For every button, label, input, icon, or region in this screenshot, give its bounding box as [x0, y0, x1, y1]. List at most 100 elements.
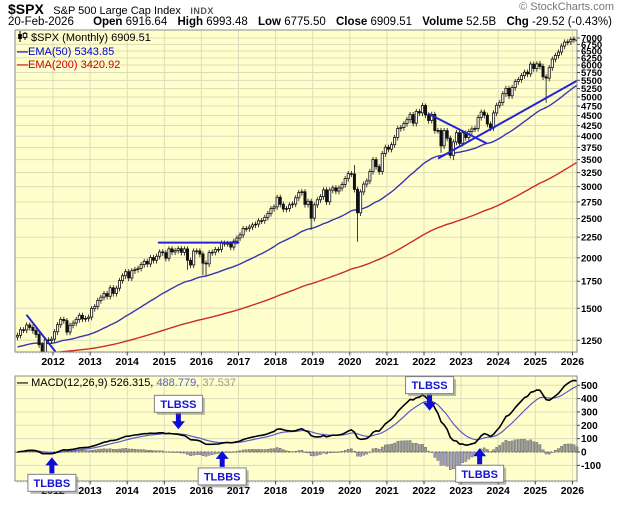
svg-text:1500: 1500 — [581, 304, 602, 315]
svg-text:3750: 3750 — [581, 143, 602, 154]
svg-text:2015: 2015 — [153, 485, 177, 497]
svg-text:2016: 2016 — [190, 356, 214, 368]
trendline-annotations — [26, 79, 577, 352]
svg-text:2000: 2000 — [581, 253, 602, 264]
svg-text:2020: 2020 — [338, 356, 362, 368]
svg-text:3250: 3250 — [581, 168, 602, 179]
svg-text:6500: 6500 — [581, 47, 602, 58]
macd-hist-value: 37.537 — [202, 377, 236, 389]
tlbss-arrow-down-icon — [423, 394, 437, 411]
tlbss-annotation-box[interactable] — [405, 376, 455, 395]
chart-header: © StockCharts.com $SPX S&P 500 Large Cap… — [8, 1, 614, 17]
symbol-ticker: $SPX — [8, 1, 44, 17]
chg-down-triangle-icon[interactable]: ▼ — [618, 17, 620, 26]
svg-text:2013: 2013 — [78, 356, 102, 368]
macd-signal-value: 488.779, — [156, 377, 200, 389]
svg-text:1750: 1750 — [581, 277, 602, 288]
svg-text:TLBSS: TLBSS — [412, 380, 448, 392]
low-value: 6775.50 — [284, 16, 326, 28]
svg-text:4750: 4750 — [581, 102, 602, 113]
svg-text:5750: 5750 — [581, 68, 602, 79]
macd-signal-annotations: TLBBS TLBSS TLBBS TLBSS TLBBS — [27, 376, 507, 494]
low-label: Low — [257, 16, 281, 28]
svg-text:6250: 6250 — [581, 53, 602, 64]
high-label: High — [177, 16, 203, 28]
macd-panel — [15, 376, 577, 481]
svg-text:500: 500 — [581, 381, 598, 392]
svg-text:2012: 2012 — [41, 356, 65, 368]
tlbss-annotation-box[interactable] — [153, 394, 203, 413]
svg-text:2022: 2022 — [412, 485, 436, 497]
macd-signal-line — [17, 385, 578, 454]
svg-text:2022: 2022 — [412, 356, 436, 368]
stockcharts-credit: © StockCharts.com — [519, 1, 614, 13]
svg-text:100: 100 — [581, 434, 598, 445]
trendline[interactable] — [437, 79, 577, 160]
index-name: S&P 500 Large Cap Index — [53, 5, 181, 17]
svg-text:2015: 2015 — [153, 356, 177, 368]
svg-text:TLBBS: TLBBS — [461, 469, 498, 481]
svg-text:2750: 2750 — [581, 197, 602, 208]
exchange-label: INDX — [190, 6, 214, 16]
volume-label: Volume — [422, 16, 463, 28]
svg-text:300: 300 — [581, 407, 598, 418]
svg-text:2023: 2023 — [449, 356, 473, 368]
macd-legend: — MACD(12,26,9) 526.315, 488.779, 37.537 — [17, 377, 236, 389]
trendline[interactable] — [26, 314, 57, 352]
svg-text:2021: 2021 — [375, 485, 399, 497]
close-label: Close — [335, 16, 368, 28]
legend-ema50-text: EMA(50) 5343.85 — [28, 46, 115, 58]
svg-text:2021: 2021 — [375, 356, 399, 368]
svg-text:2016: 2016 — [190, 485, 214, 497]
tlbbs-annotation-box[interactable] — [197, 467, 247, 486]
legend-symbol-row: $SPX (Monthly) 6909.51 — [17, 31, 151, 46]
candlestick-icon — [17, 31, 28, 46]
macd-name: MACD(12,26,9) — [31, 377, 108, 389]
close-value: 6909.51 — [370, 16, 413, 28]
svg-text:3000: 3000 — [581, 182, 602, 193]
svg-text:2017: 2017 — [227, 356, 251, 368]
svg-text:200: 200 — [581, 421, 598, 432]
svg-text:4000: 4000 — [581, 132, 602, 143]
svg-text:TLBBS: TLBBS — [204, 471, 241, 483]
svg-text:2023: 2023 — [449, 485, 473, 497]
svg-text:2500: 2500 — [581, 214, 602, 225]
svg-text:2024: 2024 — [487, 485, 511, 497]
svg-text:6000: 6000 — [581, 61, 602, 72]
svg-text:TLBSS: TLBSS — [160, 399, 196, 411]
svg-text:2024: 2024 — [487, 356, 511, 368]
price-plot-area — [15, 36, 577, 352]
svg-text:5000: 5000 — [581, 93, 602, 104]
tlbbs-annotation-box[interactable] — [27, 473, 77, 492]
macd-value: 526.315, — [110, 377, 154, 389]
open-label: Open — [93, 16, 123, 28]
tlbbs-arrow-up-icon — [473, 448, 487, 465]
svg-text:2018: 2018 — [264, 485, 288, 497]
legend-ema200-text: EMA(200) 3420.92 — [28, 59, 121, 71]
svg-text:2019: 2019 — [301, 356, 325, 368]
tlbbs-annotation-box[interactable] — [455, 464, 505, 483]
svg-text:2250: 2250 — [581, 233, 602, 244]
svg-text:2014: 2014 — [116, 356, 140, 368]
svg-text:-100: -100 — [581, 461, 601, 472]
svg-text:400: 400 — [581, 394, 598, 405]
svg-text:4500: 4500 — [581, 111, 602, 122]
tlbss-arrow-down-icon — [171, 413, 185, 430]
svg-text:2025: 2025 — [524, 356, 548, 368]
macd-histogram — [16, 439, 579, 470]
high-value: 6993.48 — [206, 16, 248, 28]
macd-line — [17, 379, 578, 455]
chg-label: Chg — [506, 16, 529, 28]
volume-value: 52.5B — [466, 16, 497, 28]
svg-text:1250: 1250 — [581, 336, 602, 347]
svg-text:6750: 6750 — [581, 40, 602, 51]
svg-text:2014: 2014 — [116, 485, 140, 497]
open-value: 6916.64 — [125, 16, 168, 28]
svg-text:2018: 2018 — [264, 356, 288, 368]
svg-text:2020: 2020 — [338, 485, 362, 497]
svg-text:2017: 2017 — [227, 485, 251, 497]
svg-text:5500: 5500 — [581, 76, 602, 87]
svg-text:3500: 3500 — [581, 155, 602, 166]
